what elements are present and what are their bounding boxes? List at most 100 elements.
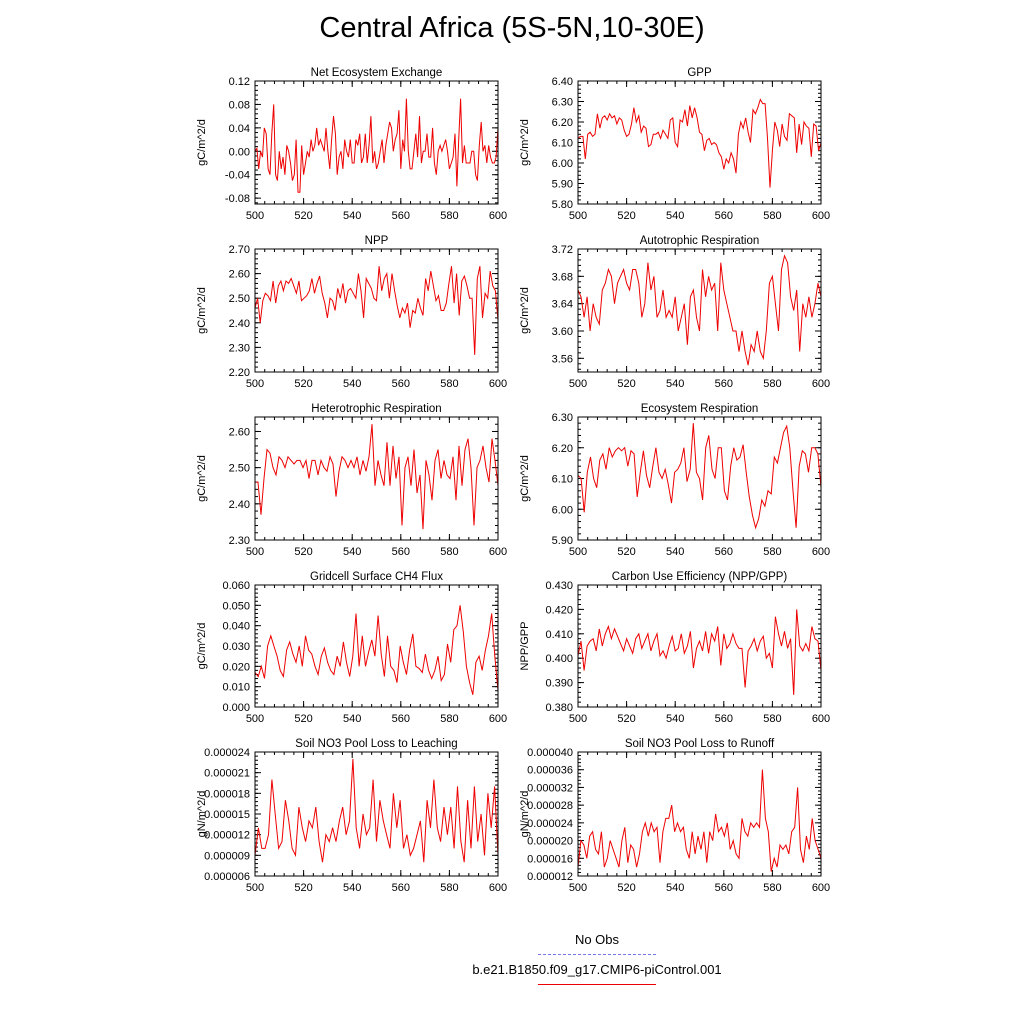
x-tick-label: 520 xyxy=(294,378,312,390)
series-line xyxy=(254,98,499,193)
y-axis-label: gC/m^2/d xyxy=(196,623,208,670)
plot-frame xyxy=(254,751,499,877)
x-tick-label: 500 xyxy=(569,378,587,390)
y-tick-label: 2.60 xyxy=(229,426,250,438)
plot-frame xyxy=(254,416,499,541)
x-tick-label: 600 xyxy=(812,882,830,894)
y-tick-label: 0.000040 xyxy=(527,747,573,759)
x-tick-label: 520 xyxy=(617,882,635,894)
y-tick-label: 6.00 xyxy=(552,158,573,170)
y-tick-label: 0.430 xyxy=(545,580,573,592)
series-line xyxy=(255,424,499,530)
y-tick-label: 0.000024 xyxy=(204,747,250,759)
y-tick-label: 0.410 xyxy=(545,629,573,641)
y-tick-label: 0.000012 xyxy=(204,830,250,842)
panel-title: Soil NO3 Pool Loss to Runoff xyxy=(625,738,775,750)
y-tick-label: 5.90 xyxy=(552,179,573,191)
y-tick-label: 0.000 xyxy=(222,702,250,714)
panel-4: Autotrophic Respiration gC/m^2/d 500 520 540… xyxy=(519,235,830,390)
plot-frame xyxy=(577,248,822,373)
x-tick-label: 500 xyxy=(569,882,587,894)
y-tick-label: 0.000012 xyxy=(527,871,573,883)
legend-label-case: b.e21.B1850.f09_g17.CMIP6-piControl.001 xyxy=(472,962,722,977)
panel-3: NPP gC/m^2/d 500 520 540 560 580 600 2.20 2.30 2.4… xyxy=(196,235,507,390)
y-tick-label: 0.000015 xyxy=(204,809,250,821)
y-tick-label: 6.10 xyxy=(552,138,573,150)
y-axis-label: gC/m^2/d xyxy=(196,455,208,502)
x-tick-label: 560 xyxy=(715,882,733,894)
x-tick-label: 540 xyxy=(343,210,361,222)
y-tick-label: 2.30 xyxy=(229,535,250,547)
y-tick-label: 3.60 xyxy=(552,326,573,338)
y-axis-label: gC/m^2/d xyxy=(196,119,208,166)
y-tick-label: 0.00 xyxy=(229,146,250,158)
x-tick-label: 500 xyxy=(569,546,587,558)
series-line xyxy=(254,605,499,695)
y-axis-label: gC/m^2/d xyxy=(519,119,531,166)
x-tick-label: 600 xyxy=(489,210,507,222)
x-tick-label: 580 xyxy=(763,210,781,222)
panel-1: Net Ecosystem Exchange gC/m^2/d 500 520 540 5… xyxy=(196,67,507,222)
panel-5: Heterotrophic Respiration gC/m^2/d 500 520 5… xyxy=(196,403,507,558)
plot-frame xyxy=(254,248,499,373)
plot-frame xyxy=(254,584,499,708)
y-tick-label: 3.56 xyxy=(552,353,573,365)
y-tick-label: 0.08 xyxy=(229,99,250,111)
x-tick-label: 520 xyxy=(294,210,312,222)
x-tick-label: 540 xyxy=(666,546,684,558)
y-tick-label: 0.000032 xyxy=(527,782,573,794)
x-tick-label: 600 xyxy=(489,882,507,894)
y-tick-label: 0.04 xyxy=(229,123,250,135)
y-tick-label: 0.000009 xyxy=(204,850,250,862)
x-tick-label: 540 xyxy=(666,713,684,725)
y-tick-label: 0.12 xyxy=(229,76,250,88)
x-tick-label: 580 xyxy=(763,882,781,894)
x-tick-label: 520 xyxy=(617,546,635,558)
y-tick-label: 2.40 xyxy=(229,318,250,330)
y-tick-label: 0.000021 xyxy=(204,768,250,780)
x-tick-label: 560 xyxy=(392,713,410,725)
series-line xyxy=(577,423,822,530)
y-tick-label: 3.68 xyxy=(552,271,573,283)
y-tick-label: 0.380 xyxy=(545,702,573,714)
y-tick-label: 0.000036 xyxy=(527,765,573,777)
series-line xyxy=(577,254,822,366)
panel-title: Soil NO3 Pool Loss to Leaching xyxy=(295,738,457,750)
x-tick-label: 600 xyxy=(489,546,507,558)
y-tick-label: 3.72 xyxy=(552,244,573,256)
x-tick-label: 600 xyxy=(812,713,830,725)
y-tick-label: 6.20 xyxy=(552,443,573,455)
plot-frame xyxy=(577,80,822,205)
panel-10: Soil NO3 Pool Loss to Runoff gN/m^2/d 500 5… xyxy=(519,738,830,894)
series-line xyxy=(577,98,822,188)
y-tick-label: -0.04 xyxy=(225,170,250,182)
x-tick-label: 580 xyxy=(440,882,458,894)
y-tick-label: 6.00 xyxy=(552,504,573,516)
x-tick-label: 600 xyxy=(812,210,830,222)
x-tick-label: 540 xyxy=(343,546,361,558)
plot-frame xyxy=(577,751,822,877)
x-tick-label: 580 xyxy=(763,713,781,725)
plot-frame xyxy=(254,80,499,205)
panel-9: Soil NO3 Pool Loss to Leaching gN/m^2/d 50… xyxy=(196,738,507,894)
legend-line-case xyxy=(538,984,656,985)
panel-title: Carbon Use Efficiency (NPP/GPP) xyxy=(612,571,788,583)
y-tick-label: 5.80 xyxy=(552,199,573,211)
y-tick-label: 0.020 xyxy=(222,661,250,673)
y-tick-label: 0.060 xyxy=(222,580,250,592)
y-tick-label: 0.000028 xyxy=(527,800,573,812)
x-tick-label: 580 xyxy=(440,210,458,222)
x-tick-label: 520 xyxy=(294,713,312,725)
x-tick-label: 540 xyxy=(343,882,361,894)
x-tick-label: 500 xyxy=(246,546,264,558)
x-tick-label: 520 xyxy=(617,713,635,725)
y-tick-label: 6.20 xyxy=(552,117,573,129)
x-tick-label: 540 xyxy=(343,713,361,725)
panel-title: Gridcell Surface CH4 Flux xyxy=(310,571,443,583)
x-tick-label: 560 xyxy=(715,546,733,558)
y-tick-label: 2.40 xyxy=(229,499,250,511)
y-axis-label: gC/m^2/d xyxy=(196,287,208,334)
x-tick-label: 560 xyxy=(392,546,410,558)
legend-line-no-obs xyxy=(538,954,656,955)
x-tick-label: 540 xyxy=(343,378,361,390)
